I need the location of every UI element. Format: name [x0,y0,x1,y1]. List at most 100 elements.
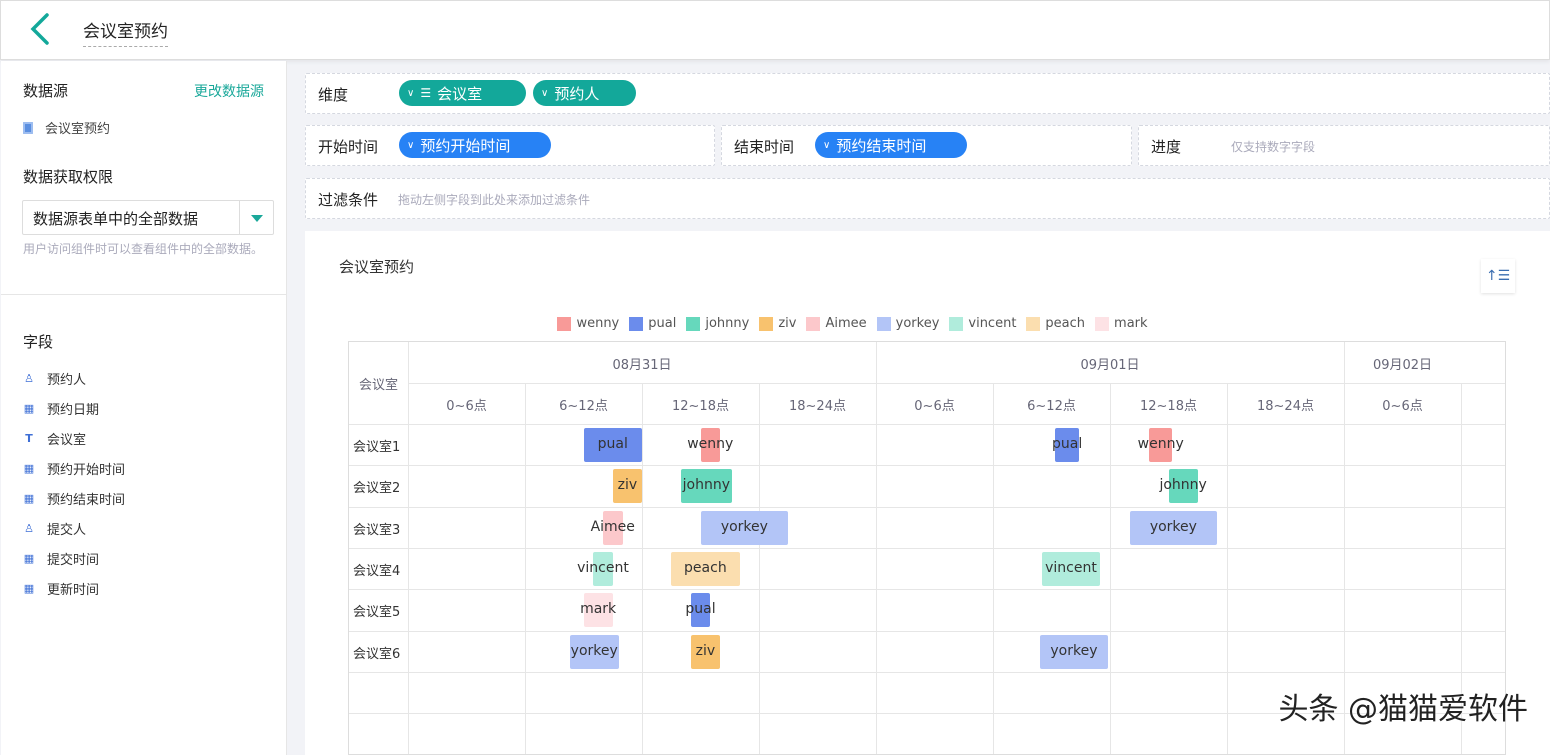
watermark: 头条 @猫猫爱软件 [1278,692,1528,727]
legend-item[interactable]: Aimee [806,316,867,331]
grid-line [349,630,1505,632]
dimension-pill-booker[interactable]: ∨ 预约人 [533,80,636,106]
gantt-bar-mark[interactable] [583,593,613,628]
date-header: 09月02日 [1372,358,1433,373]
row-label: 会议室6 [353,646,401,662]
legend-item[interactable]: johnny [686,316,749,331]
gantt-bar-pual[interactable] [690,593,711,628]
legend-swatch [686,316,701,331]
chevron-down-icon: ∨ [823,139,831,151]
legend-label: wenny [576,316,620,331]
form-document-icon [23,121,33,134]
gantt-bar-Aimee[interactable] [603,510,623,545]
divider [1,294,286,295]
change-datasource-link[interactable]: 更改数据源 [194,84,264,100]
dimension-dropzone[interactable]: 维度 ∨ ☰ 会议室 ∨ 预约人 [305,73,1550,114]
grid-line [349,671,1505,673]
gantt-bar-vincent[interactable] [1041,551,1101,586]
legend-item[interactable]: pual [629,316,676,331]
grid-line [349,589,1505,591]
sidebar: 数据源 更改数据源 会议室预约 数据获取权限 数据源表单中的全部数据 用户访问组… [1,61,287,755]
gantt-bar-wenny[interactable] [1149,428,1173,462]
gantt-bar-vincent[interactable] [593,551,613,586]
back-chevron-left-icon[interactable] [27,11,57,47]
gantt-bar-wenny[interactable] [700,428,720,462]
legend-swatch [557,316,572,331]
row-header: 会议室 [358,378,398,393]
row-label: 会议室4 [353,563,401,579]
start-field-pill[interactable]: ∨ 预约开始时间 [399,132,551,158]
filter-label: 过滤条件 [318,191,379,209]
gantt-bar-yorkey[interactable] [700,510,789,545]
date-header: 08月31日 [612,358,672,373]
row-label: 会议室5 [353,605,401,621]
field-item[interactable]: ▦ 预约开始时间 [23,459,125,478]
gantt-bar-johnny[interactable] [1168,469,1198,504]
legend-label: Aimee [825,316,867,331]
permission-value: 数据源表单中的全部数据 [33,210,199,228]
field-item[interactable]: ▦ 更新时间 [23,579,99,598]
datasource-name: 会议室预约 [45,122,111,137]
slot-header: 0~6点 [446,399,487,414]
slot-header: 6~12点 [1027,399,1076,414]
slot-header: 18~24点 [789,399,846,414]
permission-select[interactable]: 数据源表单中的全部数据 [22,200,274,235]
field-item[interactable]: ▦ 预约结束时间 [23,489,125,508]
grid-line [993,383,994,754]
gantt-bar-johnny[interactable] [681,469,732,504]
sort-ascending-icon[interactable]: ↑☰ [1481,259,1515,293]
legend-item[interactable]: yorkey [876,316,939,331]
legend-label: peach [1045,316,1086,331]
legend-item[interactable]: vincent [949,316,1016,331]
permission-heading: 数据获取权限 [23,168,114,186]
legend-swatch [876,316,891,331]
legend-item[interactable]: ziv [759,316,796,331]
legend-label: vincent [968,316,1017,331]
gantt-bar-ziv[interactable] [690,634,720,669]
legend-item[interactable]: mark [1095,316,1148,331]
grid-line [642,383,643,754]
field-item[interactable]: ♙ 提交人 [23,519,86,538]
slot-header: 6~12点 [559,399,608,414]
grid-line [525,383,526,754]
filter-dropzone[interactable]: 过滤条件 拖动左侧字段到此处来添加过滤条件 [305,178,1550,219]
legend-item[interactable]: wenny [557,316,619,331]
gantt-bar-ziv[interactable] [612,469,642,504]
datasource-item: 会议室预约 [23,118,110,137]
field-item[interactable]: ▦ 预约日期 [23,399,99,418]
page-title[interactable]: 会议室预约 [83,17,168,47]
field-item[interactable]: T 会议室 [23,429,86,448]
gantt-bar-yorkey[interactable] [1039,634,1109,669]
field-label: 预约开始时间 [47,463,126,478]
person-icon: ♙ [24,372,34,385]
grid-line [759,383,760,754]
dropdown-caret-icon[interactable] [239,201,273,234]
gantt-bar-yorkey[interactable] [569,634,619,669]
chart-title: 会议室预约 [339,258,415,276]
datasource-heading: 数据源 [23,82,69,100]
end-time-dropzone[interactable]: 结束时间 ∨ 预约结束时间 [721,125,1132,166]
grid-line [349,465,1505,467]
dimension-pill-room[interactable]: ∨ ☰ 会议室 [399,80,526,106]
start-time-dropzone[interactable]: 开始时间 ∨ 预约开始时间 [305,125,715,166]
date-header: 09月01日 [1080,358,1140,373]
progress-label: 进度 [1151,138,1182,156]
legend-swatch [1095,316,1110,331]
field-item[interactable]: ▦ 提交时间 [23,549,99,568]
gantt-bar-yorkey[interactable] [1129,510,1218,545]
chevron-down-icon: ∨ [407,87,415,99]
legend-swatch [806,316,821,331]
row-label: 会议室3 [353,522,401,538]
grid-line [349,506,1505,508]
gantt-bar-pual[interactable] [1055,428,1079,462]
progress-dropzone[interactable]: 进度 仅支持数字字段 [1138,125,1550,166]
field-item[interactable]: ♙ 预约人 [23,369,86,388]
grid-line [349,713,1505,715]
grid-line [1344,342,1345,754]
legend-item[interactable]: peach [1026,316,1085,331]
dimension-label: 维度 [318,86,349,104]
end-field-pill[interactable]: ∨ 预约结束时间 [815,132,967,158]
gantt-bar-pual[interactable] [583,428,642,462]
filter-placeholder: 拖动左侧字段到此处来添加过滤条件 [398,193,591,207]
gantt-bar-peach[interactable] [671,551,740,586]
